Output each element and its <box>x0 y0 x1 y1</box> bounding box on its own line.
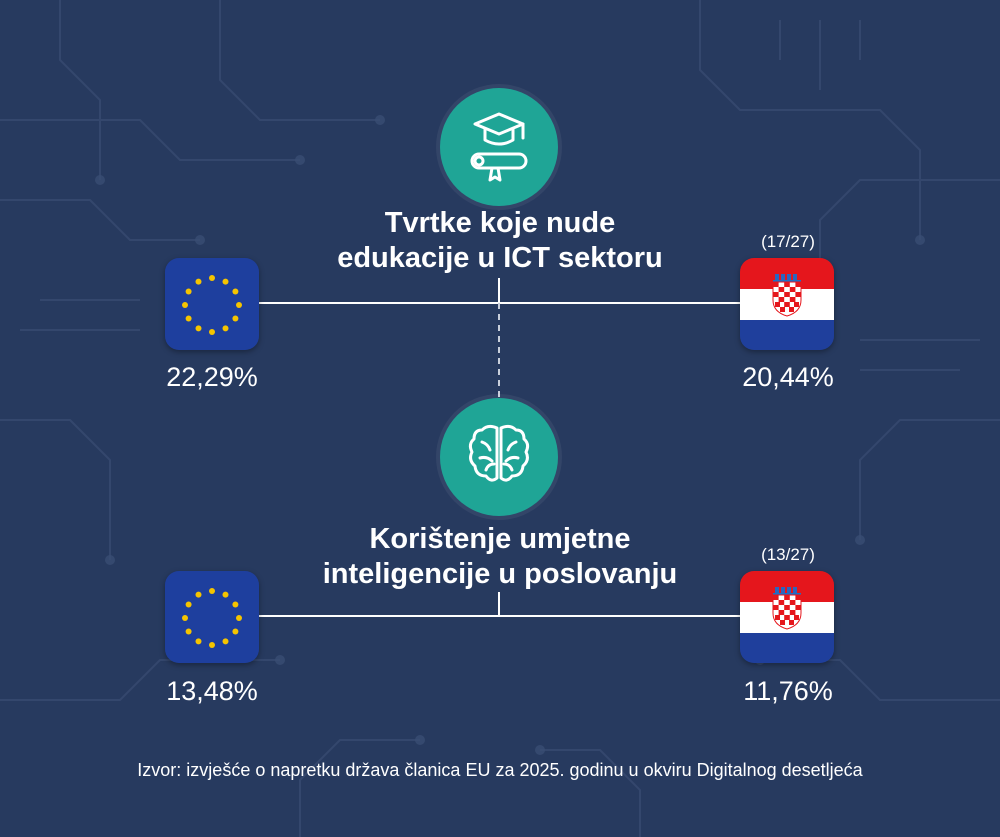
section-1-hr-value: 20,44% <box>742 362 834 392</box>
croatia-flag <box>740 258 834 350</box>
education-icon-badge <box>440 88 558 206</box>
section-2-title: Korištenje umjetne inteligencije u poslo… <box>250 522 750 592</box>
section-1-title: Tvrtke koje nude edukacije u ICT sektoru <box>250 206 750 276</box>
croatia-flag-icon <box>740 571 834 663</box>
brain-icon <box>468 424 530 482</box>
section-2-hr-rank: (13/27) <box>761 545 815 564</box>
section-2-title-line1: Korištenje umjetne <box>369 523 631 555</box>
section-1-title-line2: edukacije u ICT sektoru <box>337 242 663 274</box>
section-2-hr-value: 11,76% <box>743 676 833 706</box>
eu-flag <box>165 258 259 350</box>
section-2-title-line2: inteligencije u poslovanju <box>322 558 678 590</box>
eu-flag-icon <box>165 571 259 663</box>
graduation-cap-diploma-icon <box>470 112 528 182</box>
section-2-eu-value: 13,48% <box>166 676 258 706</box>
croatia-flag-icon <box>740 258 834 350</box>
ai-icon-badge <box>440 398 558 516</box>
section-1-title-line1: Tvrtke koje nude <box>384 207 616 239</box>
croatia-flag <box>740 571 834 663</box>
section-1-eu-value: 22,29% <box>166 362 258 392</box>
eu-flag-icon <box>165 258 259 350</box>
source-note: Izvor: izvješće o napretku država članic… <box>137 760 863 780</box>
section-1-hr-rank: (17/27) <box>761 232 815 251</box>
eu-flag <box>165 571 259 663</box>
